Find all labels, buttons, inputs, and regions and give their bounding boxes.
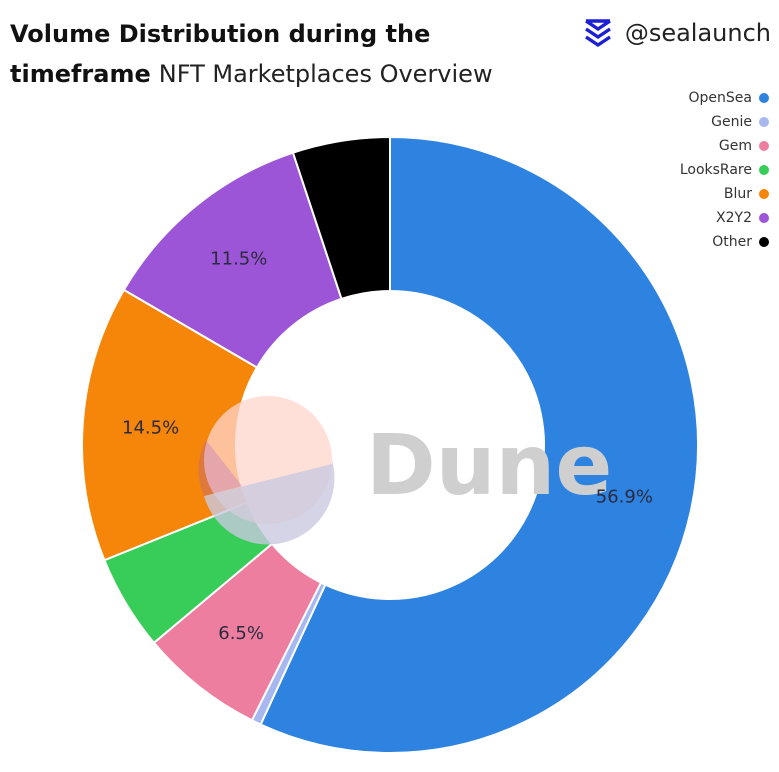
legend-item-blur[interactable]: Blur (724, 182, 769, 206)
watermark-text: Dune (366, 416, 612, 514)
slice-label-opensea: 56.9% (596, 487, 653, 508)
chart-title: Volume Distribution during the timeframe (10, 20, 431, 88)
slice-labels: 56.9% 6.5% 14.5% 11.5% (122, 249, 653, 645)
brand: @sealaunch (583, 16, 771, 50)
legend-label: Genie (711, 114, 752, 130)
legend-label: Gem (718, 138, 752, 154)
slice-label-blur: 14.5% (122, 418, 179, 439)
legend-swatch (759, 165, 769, 175)
legend-item-looksrare[interactable]: LooksRare (680, 158, 769, 182)
legend-item-opensea[interactable]: OpenSea (689, 86, 769, 110)
legend-swatch (759, 189, 769, 199)
legend-item-genie[interactable]: Genie (711, 110, 769, 134)
legend-item-x2y2[interactable]: X2Y2 (716, 206, 769, 230)
legend-swatch (759, 117, 769, 127)
slice-opensea[interactable] (259, 135, 699, 754)
brand-handle: @sealaunch (624, 19, 771, 47)
sealaunch-logo-icon (584, 19, 611, 48)
legend-label: Blur (723, 186, 752, 202)
legend-item-gem[interactable]: Gem (719, 134, 769, 158)
legend-item-other[interactable]: Other (712, 230, 769, 254)
legend-label: Other (712, 234, 752, 250)
slice-x2y2[interactable] (122, 151, 343, 369)
slice-other[interactable] (291, 135, 391, 301)
chart-legend: OpenSea Genie Gem LooksRare Blur X2Y2 Other (680, 86, 769, 254)
legend-swatch (759, 213, 769, 223)
legend-label: X2Y2 (716, 210, 752, 226)
legend-swatch (759, 237, 769, 247)
chart-title-block: Volume Distribution during the timeframe… (10, 14, 550, 94)
legend-swatch (759, 141, 769, 151)
chart-subtitle: NFT Marketplaces Overview (158, 60, 493, 88)
legend-label: OpenSea (688, 90, 752, 106)
legend-label: LooksRare (679, 162, 752, 178)
dune-watermark: Dune (198, 396, 612, 545)
slice-label-x2y2: 11.5% (210, 249, 267, 270)
slice-label-gem: 6.5% (218, 623, 264, 644)
dune-logo-icon (198, 396, 335, 545)
legend-swatch (759, 93, 769, 103)
